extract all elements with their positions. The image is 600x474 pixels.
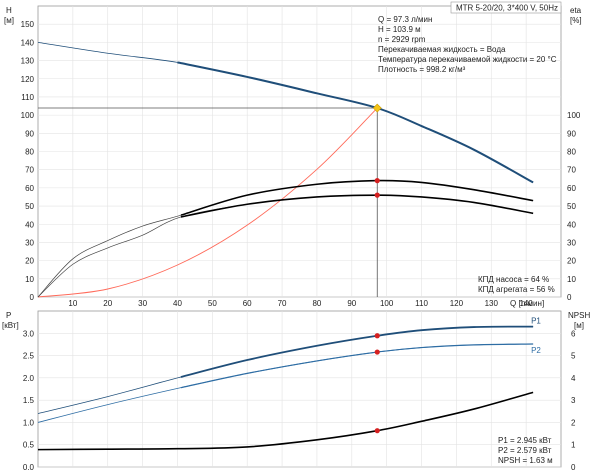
y-right-unit-top: [%] (570, 16, 582, 25)
y-left-tick-label: 80 (25, 148, 34, 157)
y-left-tick-label: 150 (21, 20, 35, 29)
power-plot-area (37, 310, 562, 468)
y-left-tick-label: 1.0 (23, 418, 35, 427)
npsh-curve (37, 391, 534, 451)
y-left-tick-label: 70 (25, 166, 34, 175)
x-tick-label: 20 (103, 299, 112, 308)
x-tick-label: 130 (485, 299, 499, 308)
y-right-label-bottom: NPSH (568, 311, 590, 320)
x-tick-label: 90 (347, 299, 356, 308)
y-left-tick-label: 100 (21, 111, 35, 120)
p1-point (374, 333, 380, 339)
y-left-tick-label: 110 (21, 93, 34, 102)
x-tick-label: 100 (380, 299, 394, 308)
y-right-tick-label: 1 (571, 441, 576, 450)
y-left-tick-label: 2.0 (23, 374, 35, 383)
y-right-tick-label: 30 (567, 238, 576, 247)
y-left-tick-label: 120 (21, 75, 35, 84)
y-left-tick-label: 0 (30, 293, 35, 302)
p2-series-label: P2 (531, 346, 541, 355)
y-left-label-top: H (6, 6, 12, 15)
y-left-tick-label: 10 (25, 275, 34, 284)
x-tick-label: 30 (138, 299, 147, 308)
power-info-line: P2 = 2.579 кВт (498, 446, 552, 455)
y-left-tick-label: 30 (25, 238, 34, 247)
y-left-tick-label: 130 (21, 57, 35, 66)
p2-point (374, 349, 380, 355)
y-right-tick-label: 10 (567, 275, 576, 284)
y-left-tick-label: 90 (25, 129, 34, 138)
duty-info-line: Перекачиваемая жидкость = Вода (378, 45, 506, 54)
x-tick-label: 50 (208, 299, 217, 308)
y-right-tick-label: 90 (567, 129, 576, 138)
pump-efficiency-point (374, 178, 380, 184)
y-right-tick-label: 100 (567, 111, 581, 120)
duty-info-line: Плотность = 998.2 кг/м³ (378, 65, 466, 74)
power-npsh-panel: P1 P2 0.0 0.5 1.0 1.5 2.0 2.5 3.0 0 1 2 3 4 5 6 P1 = 2… (23, 310, 576, 472)
npsh-point (374, 428, 380, 434)
y-left-unit-bottom: [кВт] (2, 321, 19, 330)
power-info-line: NPSH = 1.63 м (498, 456, 553, 465)
x-tick-label: 140 (519, 299, 533, 308)
duty-info-line: Температура перекачиваемой жидкости = 20… (378, 55, 557, 64)
x-tick-label: 40 (173, 299, 182, 308)
y-left-tick-label: 2.5 (23, 352, 35, 361)
y-right-tick-label: 60 (567, 184, 576, 193)
x-label: Q [л/мин] (510, 299, 544, 308)
y-right-tick-label: 2 (571, 418, 576, 427)
y-left-tick-label: 50 (25, 202, 34, 211)
x-tick-label: 80 (312, 299, 321, 308)
y-right-tick-label: 80 (567, 148, 576, 157)
y-right-tick-label: 6 (571, 329, 576, 338)
y-left-tick-label: 20 (25, 257, 34, 266)
model-box (450, 1, 562, 14)
x-tick-label: 120 (450, 299, 464, 308)
system-curve (37, 107, 378, 298)
x-tick-label: 110 (415, 299, 428, 308)
y-left-tick-label: 0.5 (23, 441, 35, 450)
y-left-tick-label: 0.0 (23, 463, 35, 472)
y-left-tick-label: 40 (25, 220, 34, 229)
x-tick-label: 10 (68, 299, 77, 308)
duty-info-line: Q = 97.3 л/мин (378, 15, 432, 24)
power-info-line: P1 = 2.945 кВт (498, 436, 552, 445)
y-right-tick-label: 50 (567, 202, 576, 211)
y-right-tick-label: 20 (567, 257, 576, 266)
y-right-unit-bottom: [м] (574, 321, 584, 330)
efficiency-info-line: КПД агрегата = 56 % (478, 285, 555, 294)
y-right-tick-label: 0 (567, 293, 572, 302)
y-right-tick-label: 5 (571, 352, 576, 361)
y-left-tick-label: 140 (21, 38, 35, 47)
x-tick-label: 60 (243, 299, 252, 308)
duty-info-line: H = 103.9 м (378, 25, 421, 34)
head-efficiency-panel: 10 20 30 40 50 60 70 80 90 100 110 120 130 1400102030… (21, 5, 581, 308)
y-right-tick-label: 0 (571, 463, 576, 472)
y-right-tick-label: 4 (571, 374, 576, 383)
p1-series-label: P1 (531, 317, 541, 326)
y-left-tick-label: 1.5 (23, 396, 35, 405)
duty-info-line: n = 2929 rpm (378, 35, 426, 44)
y-right-tick-label: 3 (571, 396, 576, 405)
y-left-tick-label: 60 (25, 184, 34, 193)
unit-efficiency-point (374, 192, 380, 198)
y-left-label-bottom: P (6, 311, 11, 320)
efficiency-info-line: КПД насоса = 64 % (478, 275, 549, 284)
y-right-label-top: eta (570, 6, 582, 15)
y-left-unit-top: [м] (4, 16, 14, 25)
model-label: MTR 5-20/20, 3*400 V, 50Hz (456, 4, 558, 13)
y-right-tick-label: 40 (567, 220, 576, 229)
duty-point-marker (372, 103, 382, 113)
y-left-tick-label: 3.0 (23, 329, 35, 338)
y-right-tick-label: 70 (567, 166, 576, 175)
x-tick-label: 70 (278, 299, 287, 308)
